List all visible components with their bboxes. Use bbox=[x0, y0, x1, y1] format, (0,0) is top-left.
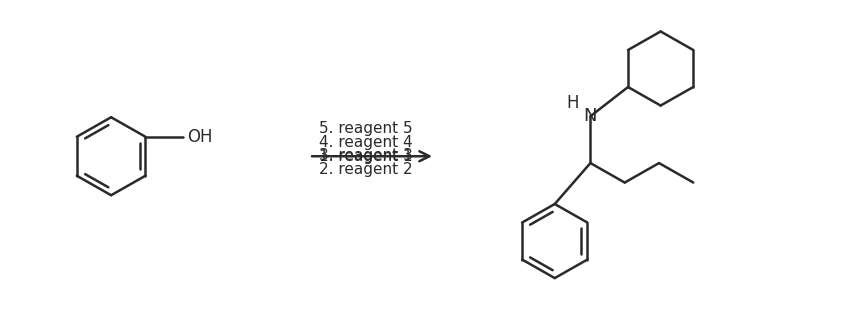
Text: 4. reagent 4: 4. reagent 4 bbox=[319, 135, 413, 150]
Text: 2. reagent 2: 2. reagent 2 bbox=[319, 162, 413, 177]
Text: 3. reagent 3: 3. reagent 3 bbox=[319, 148, 413, 164]
Text: H: H bbox=[567, 94, 579, 112]
Text: 1. reagent 1: 1. reagent 1 bbox=[319, 149, 413, 164]
Text: OH: OH bbox=[187, 128, 212, 146]
Text: 5. reagent 5: 5. reagent 5 bbox=[319, 121, 413, 136]
Text: N: N bbox=[584, 107, 597, 125]
